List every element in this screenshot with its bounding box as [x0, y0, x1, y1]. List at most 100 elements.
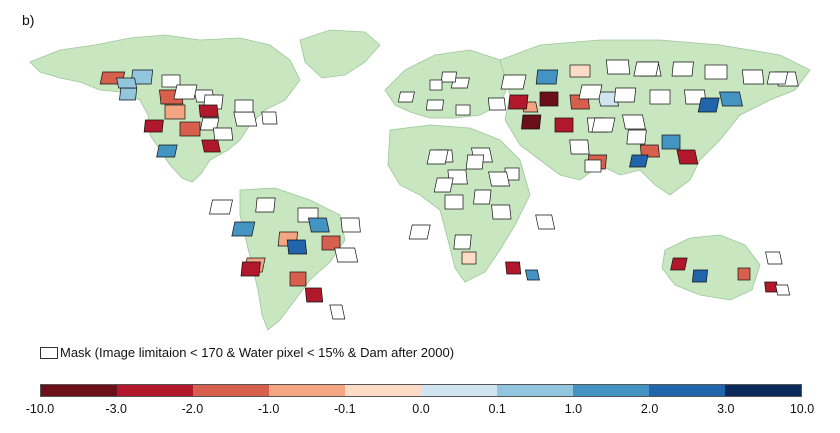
basin-polygon: [240, 261, 261, 277]
basin-polygon: [307, 217, 330, 233]
basin-polygon: [671, 61, 694, 77]
basin-polygon: [234, 99, 254, 113]
basin-polygon: [408, 224, 431, 240]
colorbar: [40, 384, 802, 397]
basin-polygon: [286, 239, 308, 255]
colorbar-segment-8: [649, 385, 725, 396]
colorbar-tick-label: 0.1: [488, 402, 506, 416]
basin-polygon: [156, 144, 178, 158]
colorbar-tick-label: -2.0: [181, 402, 204, 416]
colorbar-tick-label: 1.0: [564, 402, 583, 416]
colorbar-segment-2: [193, 385, 269, 396]
colorbar-segment-6: [497, 385, 573, 396]
basin-polygon: [569, 64, 591, 78]
basin-polygon: [465, 154, 485, 170]
basin-polygon: [426, 149, 449, 165]
colorbar-tick-label: 3.0: [717, 402, 735, 416]
basin-polygon: [676, 149, 699, 165]
basin-polygon: [524, 269, 540, 281]
basin-polygon: [491, 204, 512, 220]
colorbar-tick-label: -0.1: [334, 402, 356, 416]
basin-polygon: [198, 104, 219, 118]
basin-polygon: [119, 87, 138, 101]
basin-polygon: [161, 74, 181, 88]
basin-polygon: [440, 71, 457, 83]
basin-polygon: [691, 269, 709, 283]
basin-polygon: [613, 87, 637, 103]
basin-polygon: [584, 159, 602, 173]
basin-polygon: [775, 284, 791, 296]
colorbar-tick-labels: -10.0 -3.0 -2.0 -1.0 -0.1 0.0 0.1 1.0 2.0 3.0 10.0: [26, 402, 814, 418]
basin-polygon: [231, 221, 256, 237]
basin-polygon: [453, 234, 472, 250]
basin-polygon: [321, 235, 341, 251]
colorbar-tick-label: -1.0: [257, 402, 280, 416]
colorbar-tick-label: 2.0: [640, 402, 659, 416]
basin-polygon: [649, 89, 671, 105]
world-map: [29, 29, 811, 331]
colorbar-tick-label: 0.0: [412, 402, 430, 416]
basin-polygon: [535, 69, 559, 85]
basin-polygon: [433, 177, 454, 193]
basin-polygon: [199, 117, 220, 131]
basin-polygon: [704, 64, 728, 80]
basin-polygon: [554, 117, 574, 133]
colorbar-segment-4: [345, 385, 421, 396]
basin-polygon: [661, 134, 681, 150]
basin-layer: [99, 59, 799, 320]
basin-polygon: [487, 97, 506, 111]
basin-polygon: [329, 304, 346, 320]
basin-polygon: [444, 194, 464, 210]
continent-asia: [499, 39, 811, 196]
basin-polygon: [340, 217, 361, 233]
basin-polygon: [461, 251, 477, 265]
mask-legend: Mask (Image limitaion < 170 & Water pixe…: [40, 345, 454, 360]
colorbar-tick-label: -10.0: [25, 402, 55, 416]
basin-polygon: [521, 114, 542, 130]
basin-polygon: [670, 257, 688, 271]
basin-polygon: [255, 197, 276, 213]
basin-polygon: [334, 247, 359, 263]
basin-polygon: [213, 127, 234, 141]
basin-polygon: [697, 97, 720, 113]
basin-polygon: [289, 271, 307, 287]
colorbar-tick-label: 10.0: [789, 402, 815, 416]
colorbar-segment-9: [725, 385, 801, 396]
basin-polygon: [737, 267, 751, 281]
basin-polygon: [201, 139, 221, 153]
basin-polygon: [261, 111, 278, 125]
basin-polygon: [173, 84, 198, 100]
basin-polygon: [626, 129, 647, 145]
basin-polygon: [397, 91, 415, 103]
basin-polygon: [500, 74, 527, 90]
basin-polygon: [143, 119, 164, 133]
basin-polygon: [605, 59, 631, 75]
colorbar-segment-5: [421, 385, 497, 396]
basin-polygon: [429, 79, 443, 91]
basin-polygon: [719, 91, 743, 107]
basin-polygon: [473, 189, 492, 205]
basin-polygon: [539, 91, 559, 107]
basin-polygon: [179, 121, 201, 137]
basin-polygon: [578, 84, 603, 100]
basin-polygon: [164, 104, 186, 120]
colorbar-segment-1: [117, 385, 193, 396]
basin-polygon: [633, 61, 660, 77]
colorbar-tick-label: -3.0: [105, 402, 127, 416]
basin-polygon: [130, 69, 154, 85]
basin-polygon: [508, 94, 529, 110]
basin-polygon: [426, 99, 444, 111]
basin-polygon: [629, 154, 649, 168]
land-layer: [29, 29, 811, 331]
continent-greenland: [299, 29, 381, 79]
mask-legend-label: Mask (Image limitaion < 170 & Water pixe…: [60, 345, 455, 360]
basin-polygon: [741, 69, 765, 85]
basin-polygon: [622, 114, 646, 130]
basin-polygon: [639, 144, 660, 158]
basin-polygon: [591, 117, 616, 133]
basin-polygon: [569, 139, 590, 155]
white-square-swatch-icon: [40, 346, 58, 359]
basin-polygon: [209, 199, 233, 215]
basin-polygon: [766, 71, 789, 85]
basin-polygon: [765, 251, 783, 265]
